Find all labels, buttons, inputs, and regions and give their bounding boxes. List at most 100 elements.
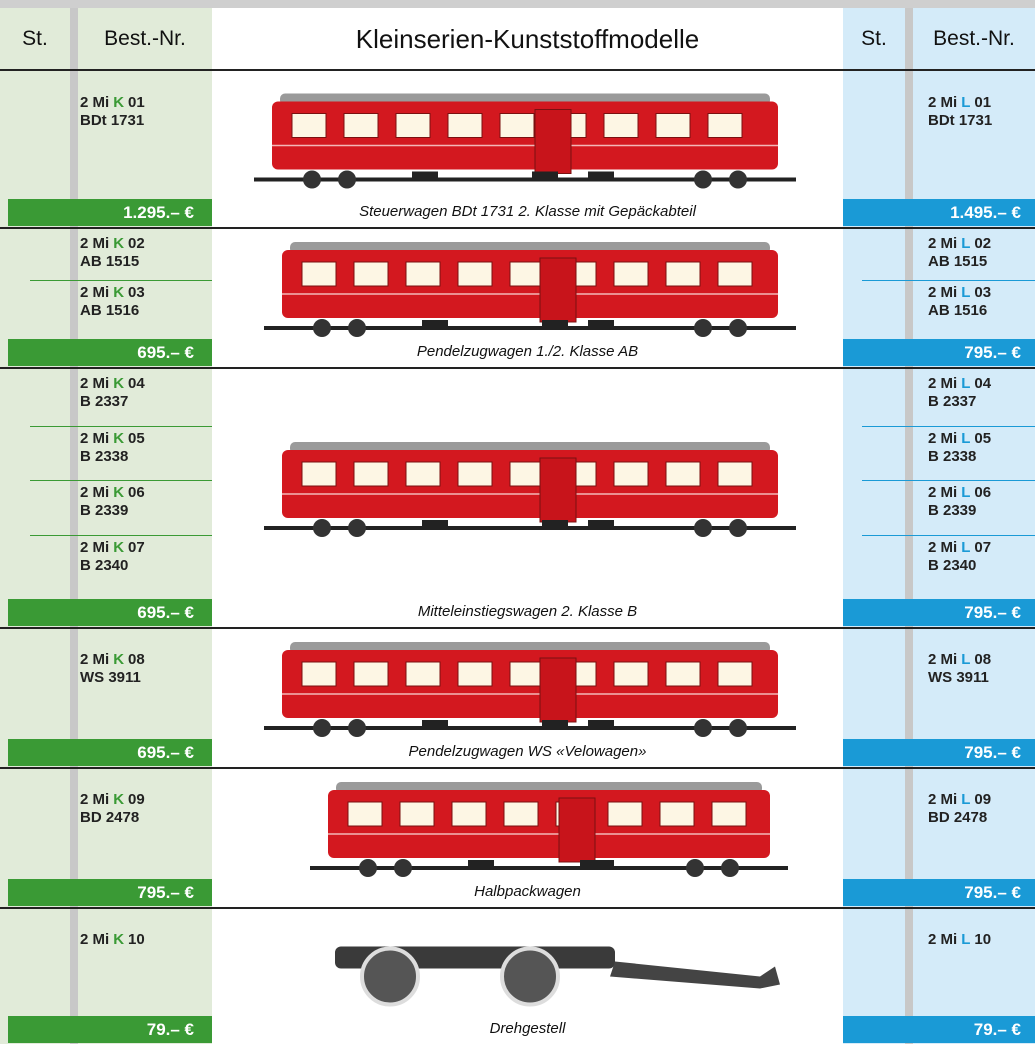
row-rule xyxy=(0,227,1035,229)
order-prefix: 2 Mi xyxy=(928,791,958,808)
car-window xyxy=(447,113,483,138)
equipment-box xyxy=(588,320,614,330)
wheel xyxy=(359,859,377,877)
order-number: 01 xyxy=(128,94,145,111)
price-right: 795.– € xyxy=(843,339,1035,366)
car-window xyxy=(509,261,545,287)
car-window xyxy=(353,661,389,687)
model-number: AB 1516 xyxy=(80,302,140,319)
bogie-wheel xyxy=(360,946,420,1007)
model-number: BD 2478 xyxy=(80,809,140,826)
equipment-box xyxy=(422,320,448,330)
model-number: B 2340 xyxy=(928,556,977,574)
order-prefix: 2 Mi xyxy=(80,791,110,808)
item-rule xyxy=(862,480,1035,481)
car-window xyxy=(291,113,327,138)
order-prefix: 2 Mi xyxy=(80,375,110,392)
car-window xyxy=(665,461,701,487)
order-number: 08 xyxy=(128,651,145,668)
order-item: 2 Mi K 07 B 2340 xyxy=(80,539,210,575)
car-door xyxy=(539,257,577,323)
price-left: 79.– € xyxy=(8,1016,212,1043)
car-door xyxy=(539,457,577,523)
car-window xyxy=(707,113,743,138)
car-window xyxy=(659,801,695,827)
caption: Steuerwagen BDt 1731 2. Klasse mit Gepäc… xyxy=(359,203,696,220)
car-window xyxy=(301,661,337,687)
order-number: 10 xyxy=(128,931,145,948)
equipment-box xyxy=(468,860,494,870)
car-window xyxy=(603,113,639,138)
order-item: 2 Mi L 06 B 2339 xyxy=(928,484,1033,520)
order-letter: K xyxy=(113,375,125,392)
order-prefix: 2 Mi xyxy=(928,375,958,392)
order-item: 2 Mi K 08 WS 3911 xyxy=(80,651,210,687)
wheel xyxy=(313,319,331,337)
car-window xyxy=(343,113,379,138)
order-number: 02 xyxy=(974,235,992,252)
equipment-box xyxy=(588,520,614,530)
order-number: 05 xyxy=(128,429,145,447)
order-letter: L xyxy=(961,235,971,252)
order-letter: L xyxy=(961,538,971,556)
coupler xyxy=(610,961,780,989)
order-number: 01 xyxy=(974,94,992,111)
wheel xyxy=(729,719,747,737)
left-divider xyxy=(70,8,78,1044)
equipment-box xyxy=(542,720,568,730)
header-rule xyxy=(0,69,1035,71)
price-right: 79.– € xyxy=(843,1016,1035,1043)
order-letter: L xyxy=(961,429,971,447)
item-rule xyxy=(862,534,1035,536)
car-window xyxy=(457,461,493,487)
order-prefix: 2 Mi xyxy=(928,284,958,301)
order-number: 03 xyxy=(974,284,992,301)
right-best-col xyxy=(913,8,1035,1044)
order-letter: L xyxy=(961,284,971,301)
equipment-box xyxy=(422,520,448,530)
order-letter: K xyxy=(113,284,125,301)
car-body xyxy=(328,790,770,858)
car-window xyxy=(301,261,337,287)
order-number: 02 xyxy=(128,235,145,252)
order-letter: K xyxy=(113,94,125,111)
order-item: 2 Mi L 03 AB 1516 xyxy=(928,284,1033,320)
order-item: 2 Mi K 06 B 2339 xyxy=(80,484,210,520)
order-prefix: 2 Mi xyxy=(928,484,958,501)
wheel xyxy=(729,519,747,537)
car-window xyxy=(613,661,649,687)
order-item: 2 Mi K 04 B 2337 xyxy=(80,375,210,411)
left-best-col xyxy=(78,8,212,1044)
item-rule xyxy=(862,425,1035,427)
model-number: B 2337 xyxy=(80,393,129,410)
wheel xyxy=(694,319,712,337)
order-letter: L xyxy=(961,94,971,111)
price-right: 1.495.– € xyxy=(843,199,1035,226)
wheel xyxy=(394,859,412,877)
order-letter: L xyxy=(961,375,971,392)
order-prefix: 2 Mi xyxy=(928,429,958,447)
order-letter: K xyxy=(113,235,125,252)
price-right: 795.– € xyxy=(843,739,1035,766)
order-letter: L xyxy=(961,651,971,668)
order-prefix: 2 Mi xyxy=(928,651,958,668)
order-item: 2 Mi L 01 BDt 1731 xyxy=(928,94,1033,130)
car-door xyxy=(558,797,596,863)
car-window xyxy=(717,261,753,287)
model-number: BD 2478 xyxy=(928,809,988,826)
car-door xyxy=(539,657,577,723)
row-rule xyxy=(0,627,1035,629)
order-prefix: 2 Mi xyxy=(928,931,958,948)
bogie-wheel xyxy=(500,946,560,1007)
order-item: 2 Mi L 02 AB 1515 xyxy=(928,235,1033,271)
car-window xyxy=(457,261,493,287)
order-item: 2 Mi L 10 xyxy=(928,931,1033,949)
model-number: B 2339 xyxy=(80,502,129,519)
model-number: B 2338 xyxy=(928,447,977,465)
order-prefix: 2 Mi xyxy=(80,429,110,447)
car-window xyxy=(613,261,649,287)
order-prefix: 2 Mi xyxy=(80,931,110,948)
equipment-box xyxy=(542,520,568,530)
price-left: 695.– € xyxy=(8,739,212,766)
